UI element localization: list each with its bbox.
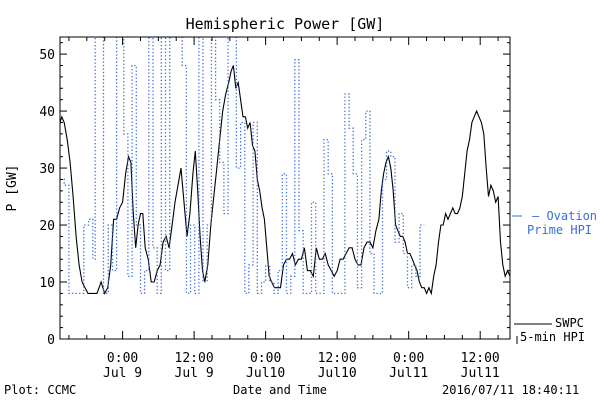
series-ovation-prime-line [60,37,425,295]
legend-swpc-label: SWPC [555,316,584,330]
legend-ovation-label-line2: Prime HPI [527,223,592,237]
x-tick-time-label: 0:00 [393,351,424,366]
x-tick-time-label: 0:00 [107,351,138,366]
x-axis-label: Date and Time [233,383,327,397]
x-tick-date-label: Jul11 [461,366,500,381]
x-tick-time-label: 12:00 [461,351,500,366]
legend-ovation-label: — Ovation [532,209,597,223]
y-axis-label: P [GW] [5,165,20,212]
x-tick-date-label: Jul10 [318,366,357,381]
x-tick-time-label: 12:00 [318,351,357,366]
x-tick-date-label: Jul 9 [175,366,214,381]
y-tick-label: 10 [39,276,55,291]
plot-credit: Plot: CCMC [4,383,76,397]
x-tick-time-label: 0:00 [250,351,281,366]
plot-timestamp: 2016/07/11 18:40:11 [442,383,579,397]
chart-title: Hemispheric Power [GW] [186,15,385,33]
legend-swpc-label-line2: 5-min HPI [520,330,585,344]
y-tick-label: 50 [39,48,55,63]
plot-frame [59,36,511,340]
y-tick-label: 30 [39,162,55,177]
series-swpc-line [60,65,510,296]
x-tick-date-label: Jul10 [246,366,285,381]
y-tick-label: 0 [47,333,55,348]
x-tick-date-label: Jul11 [389,366,428,381]
x-tick-date-label: Jul 9 [103,366,142,381]
y-tick-label: 40 [39,105,55,120]
y-tick-label: 20 [39,219,55,234]
x-tick-time-label: 12:00 [175,351,214,366]
